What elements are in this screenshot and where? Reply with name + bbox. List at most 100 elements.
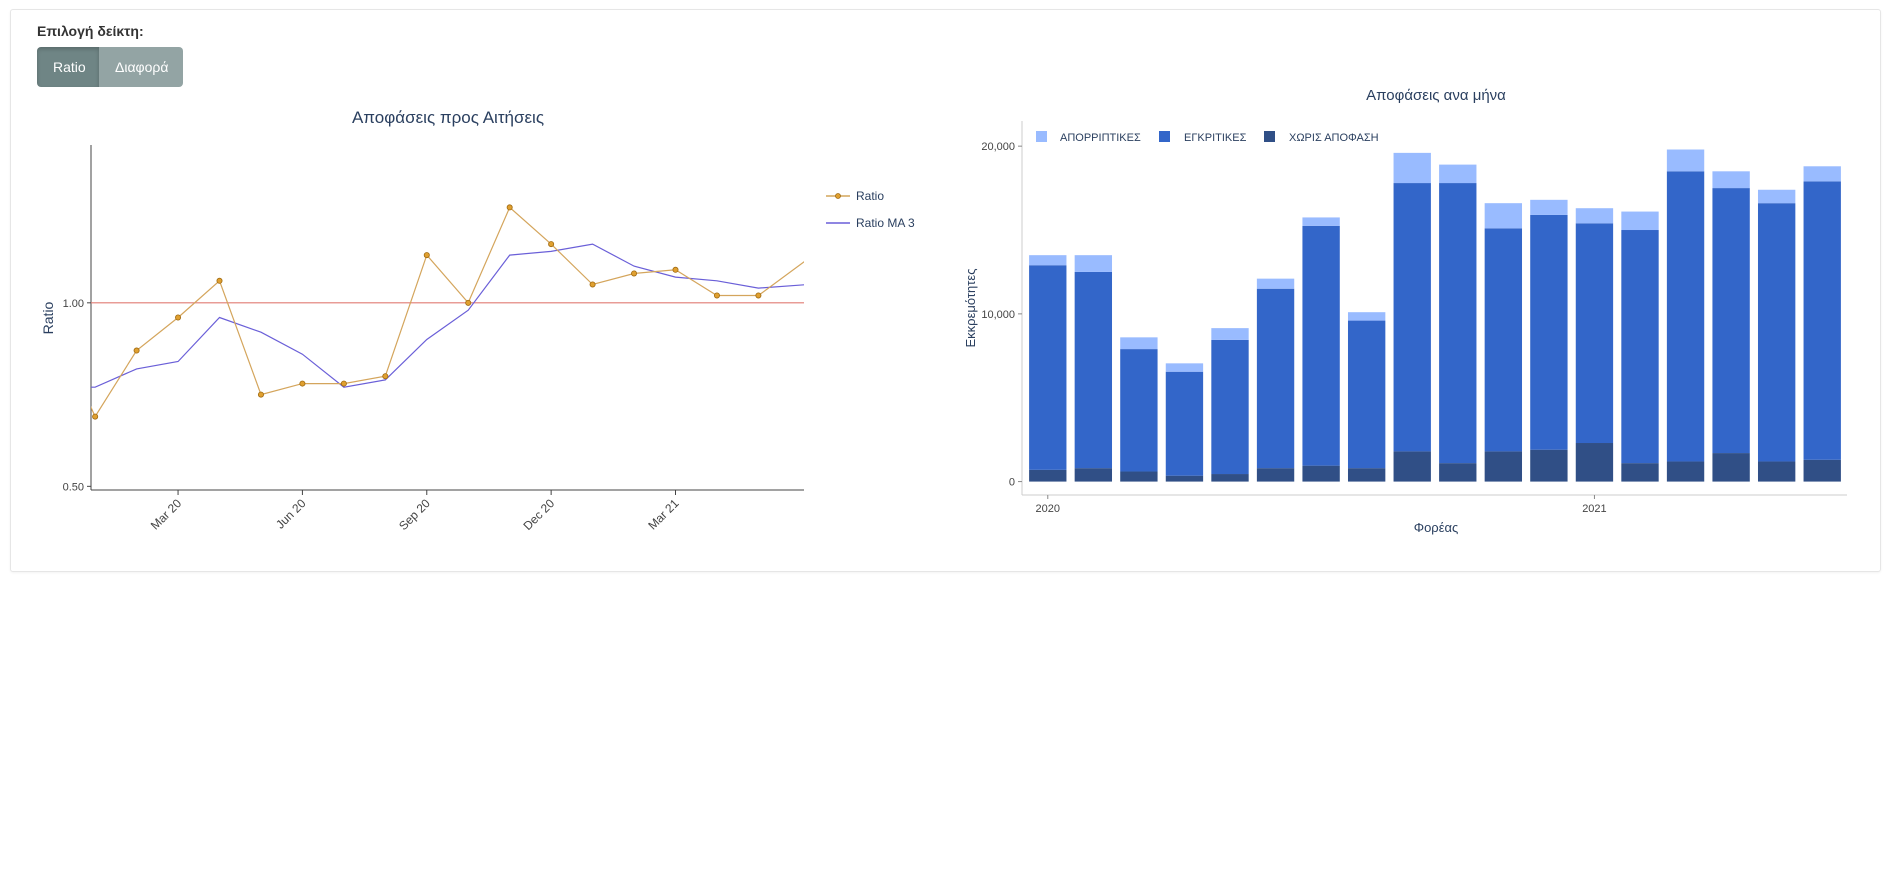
bar-segment-egkritikes[interactable] bbox=[1256, 288, 1295, 469]
ratio-data-point[interactable] bbox=[299, 380, 306, 387]
bar-segment-xoris-apofasi[interactable] bbox=[1666, 461, 1705, 482]
ratio-data-point[interactable] bbox=[465, 299, 472, 306]
left-legend: Ratio Ratio MA 3 bbox=[826, 189, 915, 230]
ratio-data-point[interactable] bbox=[755, 292, 762, 299]
legend-xoris-apofasi-swatch bbox=[1264, 131, 1275, 142]
bar-segment-aporriptikes[interactable] bbox=[1165, 363, 1204, 372]
bar-segment-xoris-apofasi[interactable] bbox=[1439, 463, 1477, 482]
bar-segment-aporriptikes[interactable] bbox=[1029, 255, 1067, 266]
bar-segment-aporriptikes[interactable] bbox=[1347, 312, 1386, 321]
bar-segment-xoris-apofasi[interactable] bbox=[1484, 451, 1523, 482]
ratio-data-point[interactable] bbox=[216, 277, 223, 284]
bar-segment-aporriptikes[interactable] bbox=[1439, 164, 1477, 184]
bar-segment-egkritikes[interactable] bbox=[1484, 228, 1523, 452]
bar-segment-aporriptikes[interactable] bbox=[1302, 217, 1340, 226]
legend-item-egkritikes[interactable]: ΕΓΚΡΙΤΙΚΕΣ bbox=[1159, 131, 1247, 144]
bar-segment-xoris-apofasi[interactable] bbox=[1621, 463, 1659, 482]
bar-segment-aporriptikes[interactable] bbox=[1803, 166, 1841, 182]
legend-egkritikes-label: ΕΓΚΡΙΤΙΚΕΣ bbox=[1184, 132, 1247, 144]
legend-item-aporriptikes[interactable]: ΑΠΟΡΡΙΠΤΙΚΕΣ bbox=[1036, 131, 1141, 144]
bar-segment-aporriptikes[interactable] bbox=[1211, 328, 1249, 340]
bar-segment-xoris-apofasi[interactable] bbox=[1347, 468, 1386, 482]
ratio-data-point[interactable] bbox=[92, 413, 99, 420]
bar-segment-aporriptikes[interactable] bbox=[1074, 255, 1113, 272]
monthly-decisions-bar-chart: Αποφάσεις ανα μήνα Εκκρεμότητες Φορέας 0… bbox=[963, 87, 1847, 535]
difference-button[interactable]: Διαφορά bbox=[99, 47, 183, 87]
left-x-tick-label: Jun 20 bbox=[273, 496, 309, 532]
bar-segment-egkritikes[interactable] bbox=[1757, 203, 1796, 462]
legend-item-xoris-apofasi[interactable]: ΧΩΡΙΣ ΑΠΟΦΑΣΗ bbox=[1264, 131, 1379, 144]
legend-xoris-apofasi-label: ΧΩΡΙΣ ΑΠΟΦΑΣΗ bbox=[1289, 132, 1379, 144]
left-x-tick-label: Sep 20 bbox=[396, 496, 433, 533]
bar-segment-xoris-apofasi[interactable] bbox=[1575, 443, 1614, 482]
left-chart-title: Αποφάσεις προς Αιτήσεις bbox=[352, 108, 544, 127]
legend-aporriptikes-label: ΑΠΟΡΡΙΠΤΙΚΕΣ bbox=[1060, 132, 1141, 144]
bar-segment-xoris-apofasi[interactable] bbox=[1302, 465, 1340, 482]
bar-segment-egkritikes[interactable] bbox=[1666, 171, 1705, 462]
bar-segment-aporriptikes[interactable] bbox=[1484, 203, 1523, 229]
indicator-selector-label: Επιλογή δείκτη: bbox=[37, 23, 144, 39]
ratio-data-point[interactable] bbox=[672, 266, 679, 273]
bar-segment-aporriptikes[interactable] bbox=[1712, 171, 1750, 189]
ratio-data-point[interactable] bbox=[506, 204, 513, 211]
bar-segment-xoris-apofasi[interactable] bbox=[1165, 475, 1204, 482]
bar-segment-aporriptikes[interactable] bbox=[1530, 199, 1568, 215]
bar-segment-egkritikes[interactable] bbox=[1029, 265, 1067, 470]
bar-segment-aporriptikes[interactable] bbox=[1666, 149, 1705, 172]
ratio-data-point[interactable] bbox=[548, 241, 555, 248]
ratio-data-point[interactable] bbox=[133, 347, 140, 354]
bar-segment-aporriptikes[interactable] bbox=[1575, 208, 1614, 224]
bar-segment-egkritikes[interactable] bbox=[1393, 183, 1431, 452]
bar-segment-xoris-apofasi[interactable] bbox=[1029, 469, 1067, 482]
bar-segment-egkritikes[interactable] bbox=[1621, 230, 1659, 464]
bar-segment-aporriptikes[interactable] bbox=[1393, 152, 1431, 184]
bar-segment-egkritikes[interactable] bbox=[1302, 225, 1340, 466]
legend-item-ratio[interactable]: Ratio bbox=[826, 189, 884, 203]
ratio-data-point[interactable] bbox=[382, 373, 389, 380]
ratio-data-point[interactable] bbox=[257, 391, 264, 398]
bar-segment-xoris-apofasi[interactable] bbox=[1712, 453, 1750, 482]
bar-segment-egkritikes[interactable] bbox=[1530, 214, 1568, 450]
ratio-button[interactable]: Ratio bbox=[37, 47, 99, 87]
bar-segment-xoris-apofasi[interactable] bbox=[1393, 451, 1431, 482]
bar-segment-egkritikes[interactable] bbox=[1074, 271, 1113, 469]
left-y-tick-label: 1.00 bbox=[63, 298, 84, 310]
legend-egkritikes-swatch bbox=[1159, 131, 1170, 142]
legend-ratio-ma3-label: Ratio MA 3 bbox=[856, 216, 915, 230]
bar-segment-aporriptikes[interactable] bbox=[1757, 189, 1796, 204]
bar-segment-egkritikes[interactable] bbox=[1165, 371, 1204, 476]
dashboard-panel bbox=[10, 9, 1881, 572]
ratio-data-point[interactable] bbox=[631, 270, 638, 277]
ratio-data-point[interactable] bbox=[423, 252, 430, 259]
legend-item-ratio-ma3[interactable]: Ratio MA 3 bbox=[826, 216, 915, 230]
left-x-tick-label: Dec 20 bbox=[520, 496, 557, 533]
bar-segment-xoris-apofasi[interactable] bbox=[1074, 468, 1113, 482]
indicator-button-group: Ratio Διαφορά bbox=[37, 47, 183, 87]
bar-segment-aporriptikes[interactable] bbox=[1256, 278, 1295, 289]
bar-segment-egkritikes[interactable] bbox=[1211, 339, 1249, 475]
bar-segment-aporriptikes[interactable] bbox=[1120, 337, 1158, 350]
ratio-data-point[interactable] bbox=[713, 292, 720, 299]
legend-aporriptikes-swatch bbox=[1036, 131, 1047, 142]
ratio-data-point[interactable] bbox=[175, 314, 182, 321]
bar-segment-xoris-apofasi[interactable] bbox=[1256, 468, 1295, 482]
ratio-data-point[interactable] bbox=[589, 281, 596, 288]
bar-segment-egkritikes[interactable] bbox=[1575, 223, 1614, 444]
left-y-tick-label: 0.50 bbox=[63, 481, 84, 493]
bar-segment-xoris-apofasi[interactable] bbox=[1120, 471, 1158, 482]
bar-segment-xoris-apofasi[interactable] bbox=[1530, 449, 1568, 482]
bar-segment-aporriptikes[interactable] bbox=[1621, 211, 1659, 231]
bar-segment-egkritikes[interactable] bbox=[1347, 320, 1386, 469]
ratio-data-point[interactable] bbox=[340, 380, 347, 387]
ratio-line-chart: Αποφάσεις προς Αιτήσεις Ratio 0.50 1.00 Ma… bbox=[40, 108, 915, 533]
bar-segment-egkritikes[interactable] bbox=[1803, 181, 1841, 460]
bar-segment-xoris-apofasi[interactable] bbox=[1757, 461, 1796, 482]
left-plot-area: 0.50 1.00 Mar 20 Jun 20 Sep 20 Dec 20 Mar 21 bbox=[63, 145, 804, 533]
bar-segment-egkritikes[interactable] bbox=[1120, 349, 1158, 472]
bar-segment-xoris-apofasi[interactable] bbox=[1211, 474, 1249, 482]
bar-segment-egkritikes[interactable] bbox=[1712, 188, 1750, 454]
bar-segment-xoris-apofasi[interactable] bbox=[1803, 459, 1841, 482]
bar-segment-egkritikes[interactable] bbox=[1439, 183, 1477, 464]
left-y-axis-label: Ratio bbox=[40, 301, 56, 334]
